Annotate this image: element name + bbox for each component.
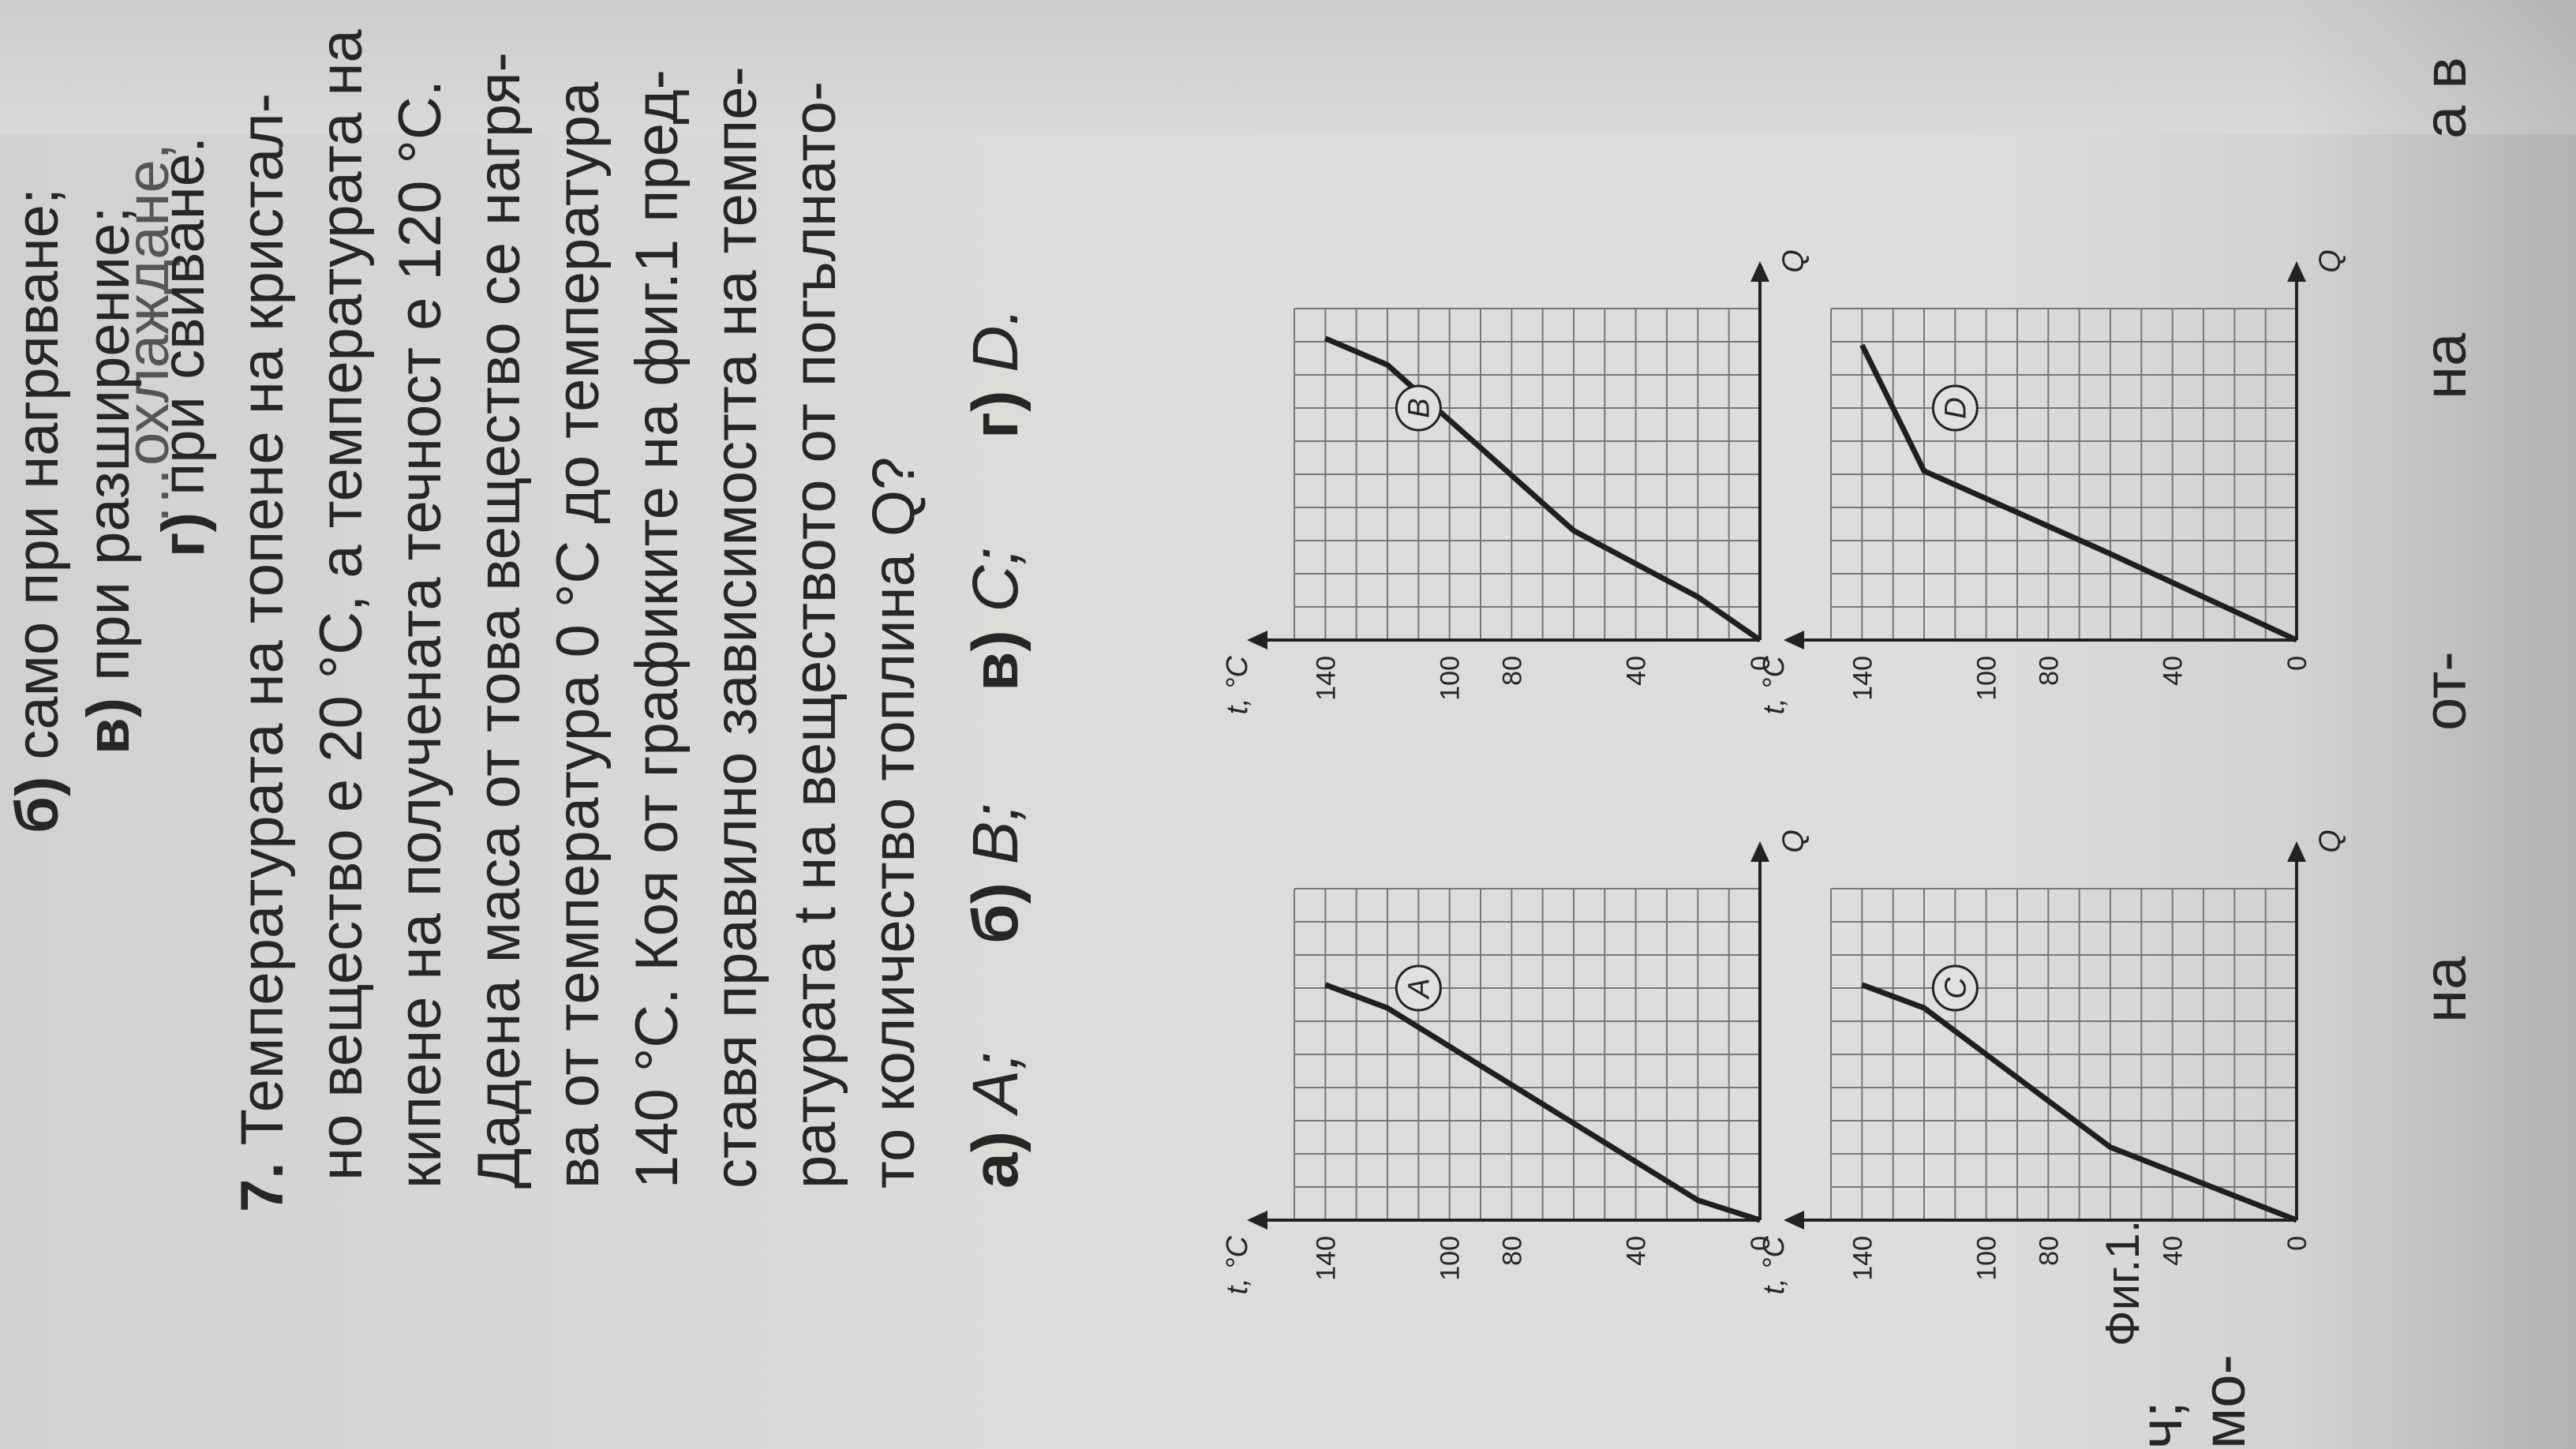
graph-letter-circle	[1395, 384, 1442, 432]
q-axis-arrow-icon	[1750, 261, 1769, 282]
x-axis-label: Q	[1777, 249, 1810, 273]
prev-option-c: в) при разширение;	[75, 207, 142, 754]
margin-fragment: ч;	[2128, 1401, 2195, 1449]
answer-a: а) A;	[959, 1052, 1033, 1189]
prev-option-d-text: при свиване.	[150, 136, 217, 496]
y-tick-label: 0	[1746, 656, 1776, 671]
q-axis-arrow-icon	[2287, 261, 2306, 282]
prev-option-b-letter: б)	[4, 776, 71, 833]
graph-letter-circle	[1395, 964, 1442, 1012]
prev-option-c-letter: в)	[75, 697, 142, 754]
x-axis-label: Q	[2314, 249, 2347, 273]
answer-c: в) C;	[959, 547, 1033, 691]
y-tick-label: 40	[1622, 1236, 1652, 1266]
graph-line-D	[1859, 343, 2298, 643]
answer-c-value: C;	[960, 547, 1032, 612]
graph-letter-circle	[1931, 384, 1979, 432]
graph-A: 140 100 80 40 0t, °CQA	[1221, 829, 1810, 1294]
y-tick-label: 140	[1311, 1236, 1341, 1281]
y-tick-label: 40	[2159, 1236, 2188, 1266]
problem-line-3: кипене на получената течност е 120 °C.	[387, 80, 454, 1189]
graph-letter: C	[1939, 977, 1972, 999]
y-tick-label: 100	[1972, 1236, 2002, 1281]
y-tick-label: 0	[1746, 1236, 1776, 1251]
answer-b-letter: б)	[960, 882, 1032, 944]
t-axis-arrow-icon	[1784, 631, 1804, 650]
problem-line-5: ва от температура 0 °C до температура	[545, 81, 612, 1189]
y-tick-label: 0	[2282, 656, 2312, 671]
prev-option-d-letter: г)	[150, 512, 217, 557]
y-tick-label: 80	[1497, 1236, 1527, 1266]
answer-d-letter: г)	[960, 390, 1032, 439]
prev-option-d: г) при свиване.	[150, 137, 217, 557]
answer-c-letter: в)	[960, 630, 1032, 691]
problem-line-1: 7. Температурата на топене на кристал-	[229, 93, 296, 1212]
problem-line-1-text: Температурата на топене на кристал-	[229, 92, 296, 1146]
problem-line-9: то количество топлина Q?	[860, 456, 927, 1189]
q-axis-arrow-icon	[1750, 841, 1769, 862]
q-axis-arrow-icon	[2287, 841, 2306, 862]
y-tick-label: 40	[1622, 656, 1652, 686]
graph-letter: D	[1939, 397, 1972, 418]
answer-d: г) D.	[959, 308, 1033, 439]
graph-line-B	[1324, 335, 1762, 642]
t-axis-arrow-icon	[1784, 1211, 1804, 1230]
figure-caption: Фиг.1.	[2096, 1219, 2149, 1346]
y-axis-label: t, °C	[1221, 655, 1254, 714]
y-axis-label: t, °C	[1758, 655, 1791, 714]
answer-d-value: D.	[960, 307, 1032, 373]
problem-number: 7.	[229, 1162, 296, 1212]
problem-line-8: ратурата t на веществото от погълнато-	[781, 80, 848, 1189]
answer-b: б) B;	[959, 803, 1033, 944]
answer-b-value: B;	[960, 803, 1032, 865]
y-tick-label: 100	[1436, 656, 1466, 701]
prev-option-c-text: при разширение;	[75, 206, 142, 681]
prev-option-b-text: само при нагряване;	[4, 188, 71, 760]
y-tick-label: 80	[2034, 656, 2064, 686]
graph-letter: A	[1402, 978, 1436, 999]
margin-fragment: на	[2412, 332, 2479, 399]
graph-line-A	[1324, 982, 1762, 1223]
y-tick-label: 100	[1972, 656, 2002, 701]
graph-B: 140 100 80 40 0t, °CQB	[1221, 249, 1810, 714]
y-tick-label: 80	[2034, 1236, 2064, 1266]
t-axis-arrow-icon	[1247, 631, 1267, 650]
y-axis-label: t, °C	[1758, 1235, 1791, 1294]
y-tick-label: 140	[1311, 656, 1341, 701]
x-axis-label: Q	[2314, 829, 2347, 853]
x-axis-label: Q	[1777, 829, 1810, 853]
y-tick-label: 100	[1436, 1236, 1466, 1281]
graph-D: 140 100 80 40 0 t, °C Q D	[1758, 249, 2347, 714]
graph-line-C	[1861, 982, 2298, 1223]
graph-letter-circle	[1931, 964, 1979, 1012]
problem-line-6: 140 °C. Коя от графиките на фиг.1 пред-	[623, 69, 691, 1189]
graph-letter: B	[1402, 398, 1436, 417]
y-tick-label: 80	[1497, 656, 1527, 686]
problem-line-7: ставя правилно зависимостта на темпе-	[702, 66, 769, 1189]
prev-option-b: б) само при нагряване;	[4, 188, 71, 833]
page-top-margin	[0, 0, 2576, 134]
margin-fragment: от-	[2412, 651, 2479, 731]
page-shadow	[2289, 0, 2576, 1449]
problem-line-2: но вещество е 20 °C, а температурата на	[308, 29, 375, 1181]
y-axis-label: t, °C	[1221, 1235, 1254, 1294]
margin-fragment: на	[2412, 956, 2479, 1023]
margin-fragment: а в	[2412, 57, 2479, 139]
margin-fragment: мо-	[2191, 1354, 2258, 1449]
graph-C: 140 100 80 40 0 t, °C Q C	[1758, 829, 2347, 1294]
y-tick-label: 40	[2159, 656, 2188, 686]
answer-a-value: A;	[960, 1051, 1032, 1114]
problem-line-4: Дадена маса от това вещество се нагря-	[466, 52, 533, 1189]
t-axis-arrow-icon	[1247, 1211, 1267, 1230]
y-tick-label: 140	[1848, 1236, 1878, 1281]
y-tick-label: 140	[1848, 656, 1878, 701]
y-tick-label: 0	[2282, 1236, 2312, 1251]
answer-a-letter: а)	[960, 1131, 1032, 1189]
